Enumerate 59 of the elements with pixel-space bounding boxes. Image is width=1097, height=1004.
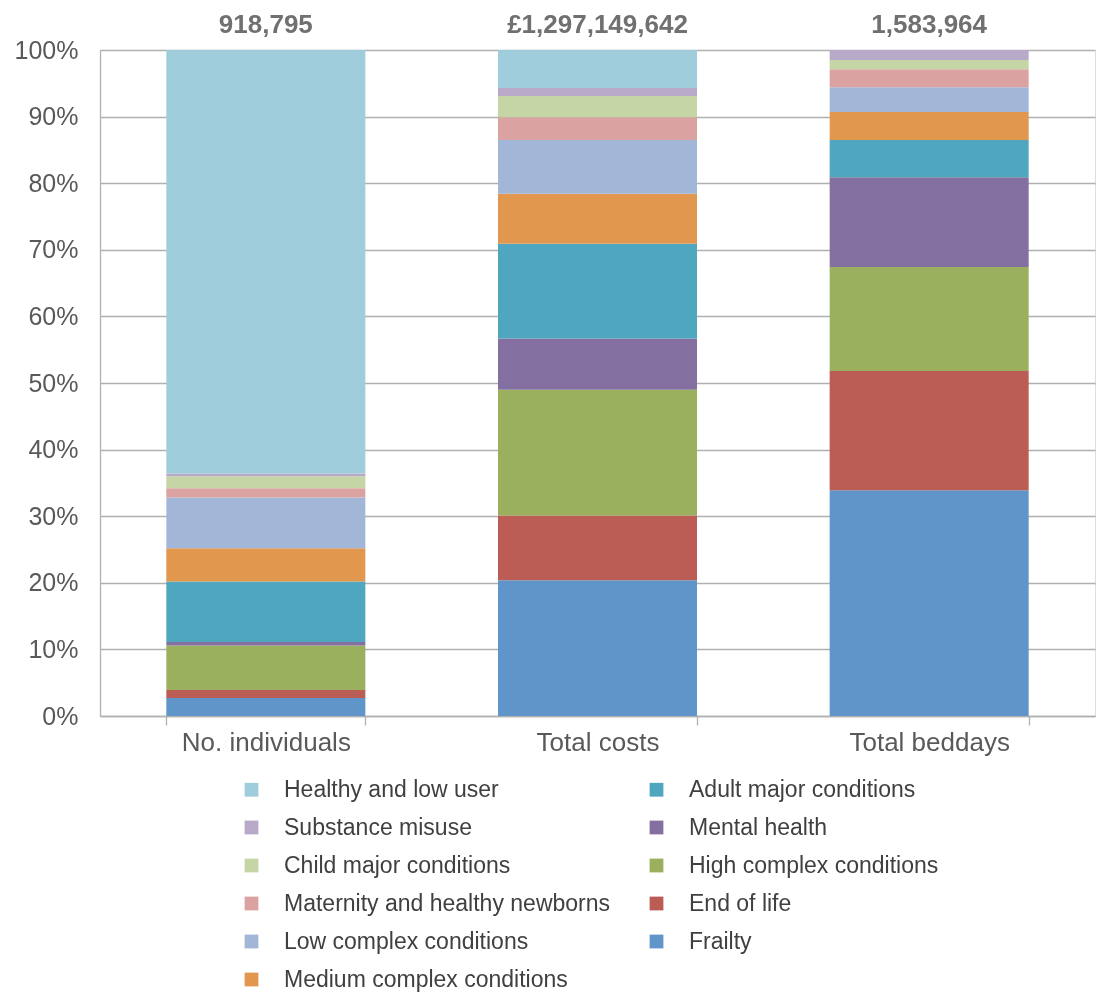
bar — [498, 338, 697, 390]
bar — [498, 193, 697, 244]
bar — [166, 50, 366, 474]
bar — [498, 243, 697, 339]
y-tick-label: 40% — [28, 435, 79, 464]
bar — [829, 490, 1029, 716]
bar — [498, 139, 697, 194]
y-tick-label: 30% — [28, 501, 79, 530]
legend-label: Mental health — [689, 813, 828, 840]
bar — [166, 642, 366, 646]
bar — [829, 371, 1029, 491]
y-tick-label: 90% — [28, 102, 79, 131]
bar — [166, 690, 366, 699]
y-tick-label: 100% — [14, 35, 79, 64]
bar — [829, 87, 1029, 112]
bar — [166, 645, 366, 691]
y-tick-label: 70% — [28, 235, 79, 264]
x-tick-label: No. individuals — [181, 726, 351, 757]
y-tick-label: 10% — [28, 634, 79, 663]
annotation: £1,297,149,642 — [507, 9, 688, 39]
y-tick-label: 20% — [28, 568, 79, 597]
bar — [498, 50, 697, 88]
legend-label: Medium complex conditions — [284, 965, 568, 992]
bar — [498, 515, 697, 581]
y-tick-label: 80% — [28, 168, 79, 197]
annotation: 1,583,964 — [871, 9, 988, 39]
bar — [829, 267, 1029, 372]
legend-label: Frailty — [689, 927, 753, 954]
bar — [498, 87, 697, 96]
bar — [498, 580, 697, 716]
legend-label: Low complex conditions — [284, 927, 529, 954]
legend-label: Healthy and low user — [284, 775, 500, 802]
bar — [166, 581, 366, 643]
bar — [829, 111, 1029, 140]
bar — [166, 497, 366, 549]
legend-label: End of life — [689, 889, 792, 916]
bar — [829, 59, 1029, 70]
bar — [166, 488, 366, 498]
y-tick-label: 60% — [28, 301, 79, 330]
y-tick-label: 0% — [42, 701, 79, 730]
y-tick-label: 50% — [28, 368, 79, 397]
bar — [166, 698, 366, 716]
annotation: 918,795 — [218, 9, 313, 39]
bar — [166, 476, 366, 489]
x-tick-label: Total costs — [536, 726, 660, 757]
legend-label: Adult major conditions — [689, 775, 916, 802]
legend-label: Substance misuse — [284, 813, 472, 840]
bar — [498, 389, 697, 516]
legend-label: Child major conditions — [284, 851, 511, 878]
x-tick-label: Total beddays — [849, 726, 1010, 757]
bar — [829, 50, 1029, 60]
legend-label: Maternity and healthy newborns — [284, 889, 611, 916]
bar — [829, 69, 1029, 88]
bar — [498, 95, 697, 118]
bar — [166, 548, 366, 582]
bar — [498, 117, 697, 140]
legend-label: High complex conditions — [689, 851, 939, 878]
bar — [829, 139, 1029, 178]
bar — [829, 177, 1029, 268]
